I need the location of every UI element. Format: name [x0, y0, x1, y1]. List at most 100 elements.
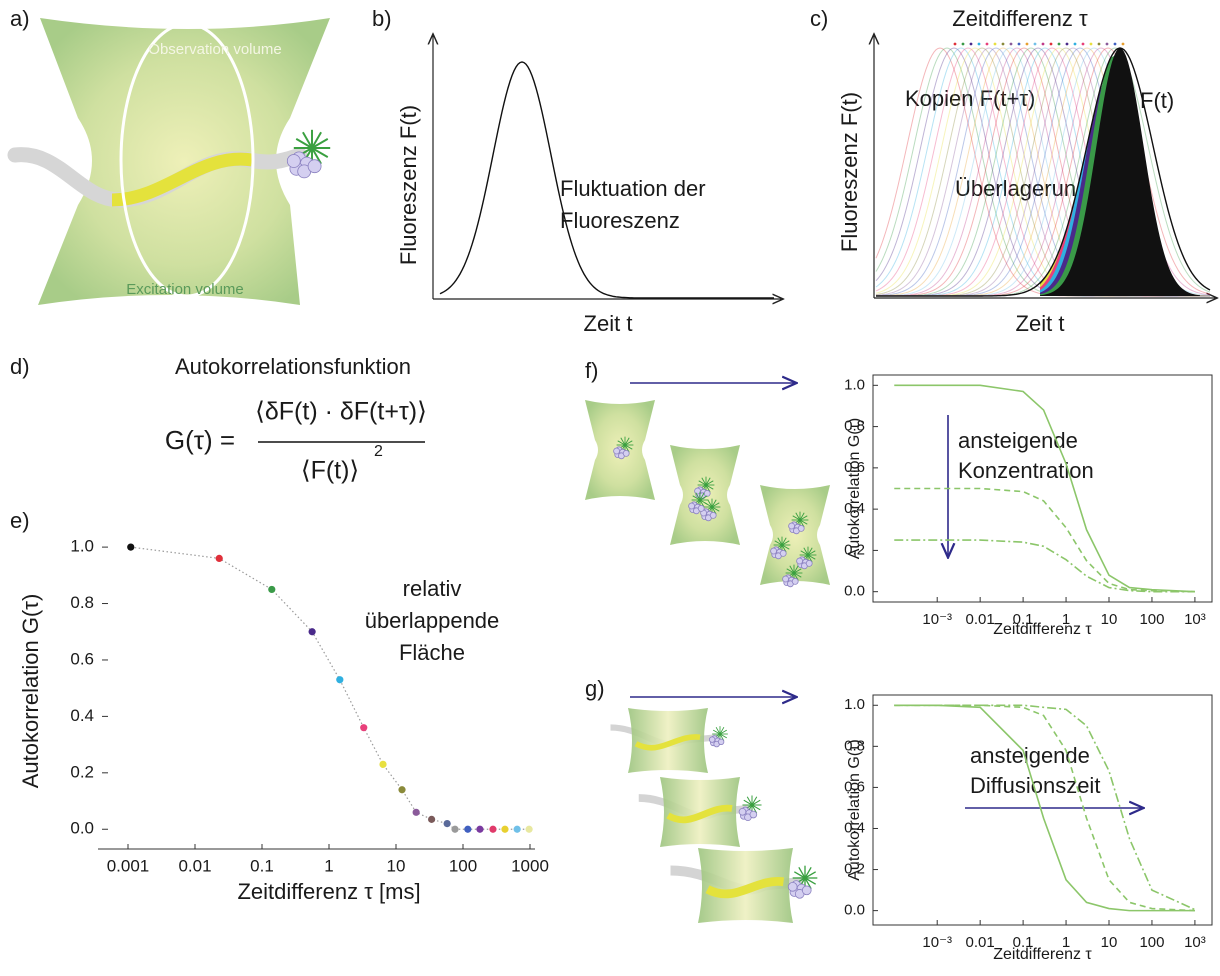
y-tick-label: 0.6 [70, 649, 94, 668]
y-axis-label: Autokorrelation G(τ) [846, 739, 863, 880]
x-tick-label: 10 [1101, 934, 1118, 951]
y-axis-label: Fluoreszenz F(t) [837, 92, 862, 252]
x-tick-label: 10³ [1184, 611, 1206, 628]
dot [1090, 43, 1093, 46]
molecule-bead [709, 737, 715, 743]
molecule-bead [797, 558, 803, 564]
point [464, 826, 471, 833]
molecule-bead [792, 578, 798, 584]
y-axis-label: Autokorrelation G(τ) [18, 594, 43, 789]
annotation: ansteigende [970, 743, 1090, 768]
formula-title: Autokorrelationsfunktion [175, 354, 411, 379]
x-tick-label: 10³ [1184, 934, 1206, 951]
y-axis-label: Autokorrelation G(τ) [846, 418, 863, 559]
panel-d: d) Autokorrelationsfunktion G(τ) = ⟨δF(t… [10, 354, 427, 485]
point [379, 761, 386, 768]
point [309, 628, 316, 635]
dot [1034, 43, 1037, 46]
point [127, 544, 134, 551]
volumes [585, 400, 830, 587]
point [444, 820, 451, 827]
point [489, 826, 496, 833]
dot [954, 43, 957, 46]
page: {"panels": { "a": {"label": "a)", "obser… [0, 0, 1220, 976]
x-tick-label: 100 [1139, 934, 1164, 951]
dot [1098, 43, 1101, 46]
x-tick-label: 10⁻³ [922, 934, 952, 951]
annotation: Fluoreszenz [560, 208, 680, 233]
plot-frame [873, 695, 1212, 925]
annotation: Fluktuation der [560, 176, 706, 201]
annotation: Diffusionszeit [970, 773, 1100, 798]
y-tick-label: 1.0 [844, 696, 865, 713]
y-axis-label: Fluoreszenz F(t) [396, 105, 421, 265]
molecule-bead [718, 739, 724, 745]
annotation: Konzentration [958, 458, 1094, 483]
y-tick-label: 0.0 [844, 902, 865, 919]
point [336, 676, 343, 683]
y-tick-label: 1.0 [70, 537, 94, 556]
x-tick-label: 100 [1139, 611, 1164, 628]
series-line [131, 547, 529, 829]
point [398, 786, 405, 793]
x-axis-label: Zeitdifferenz τ [ms] [237, 879, 420, 904]
figure: a) Observation volume Excitation volume … [0, 0, 1220, 976]
dot [1010, 43, 1013, 46]
x-tick-label: 0.01 [178, 856, 211, 875]
chart: 0.00.20.40.60.81.00.0010.010.11101001000… [18, 537, 549, 904]
point [268, 586, 275, 593]
y-tick-label: 0.0 [70, 819, 94, 838]
volume-shape [760, 485, 830, 585]
dot [1018, 43, 1021, 46]
point [526, 826, 533, 833]
x-axis-label: Zeit t [584, 311, 633, 336]
x-tick-label: 10 [1101, 611, 1118, 628]
volume-shape [628, 708, 708, 773]
x-tick-label: 1000 [511, 856, 549, 875]
dot [1122, 43, 1125, 46]
chart: 0.00.20.40.60.81.010⁻³0.010.111010010³Au… [844, 695, 1212, 963]
panel-label: e) [10, 508, 30, 533]
molecule-bead [308, 160, 321, 173]
point [428, 816, 435, 823]
molecule-bead [798, 525, 804, 531]
molecule-bead [739, 808, 746, 815]
excitation-label: Excitation volume [126, 281, 244, 298]
panel-a: a) Observation volume Excitation volume [10, 6, 330, 305]
molecule-bead [698, 505, 704, 511]
panel-label: a) [10, 6, 30, 31]
molecule-bead [750, 811, 757, 818]
formula-denominator: ⟨F(t)⟩ [301, 457, 359, 485]
panel-label: f) [585, 358, 598, 383]
dot [1106, 43, 1109, 46]
panel-label: d) [10, 354, 30, 379]
y-tick-label: 0.2 [70, 762, 94, 781]
observation-label: Observation volume [148, 41, 281, 58]
molecule-bead [689, 503, 695, 509]
dot [1058, 43, 1061, 46]
x-axis-label: Zeitdifferenz τ [993, 946, 1092, 963]
dot [1002, 43, 1005, 46]
dot [994, 43, 997, 46]
panel-b: b) Fluoreszenz F(t) Zeit t Fluktuation d… [372, 6, 782, 336]
panel-f-decor: f) [585, 358, 948, 587]
x-tick-label: 0.01 [966, 934, 995, 951]
point [216, 555, 223, 562]
dot [978, 43, 981, 46]
y-tick-label: 0.0 [844, 583, 865, 600]
dot [1026, 43, 1029, 46]
molecule-bead [287, 155, 300, 168]
dot [1082, 43, 1085, 46]
dot [1114, 43, 1117, 46]
molecule-bead [783, 576, 789, 582]
formula-lhs: G(τ) = [165, 425, 235, 455]
x-tick-label: 10⁻³ [922, 611, 952, 628]
formula-exponent: 2 [374, 443, 383, 460]
x-axis-label: Zeit t [1016, 311, 1065, 336]
panel-label: g) [585, 676, 605, 701]
molecule-bead [802, 886, 811, 895]
dot [1074, 43, 1077, 46]
dot [1066, 43, 1069, 46]
molecule-bead [614, 448, 620, 454]
x-axis-label: Zeitdifferenz τ [993, 621, 1092, 638]
